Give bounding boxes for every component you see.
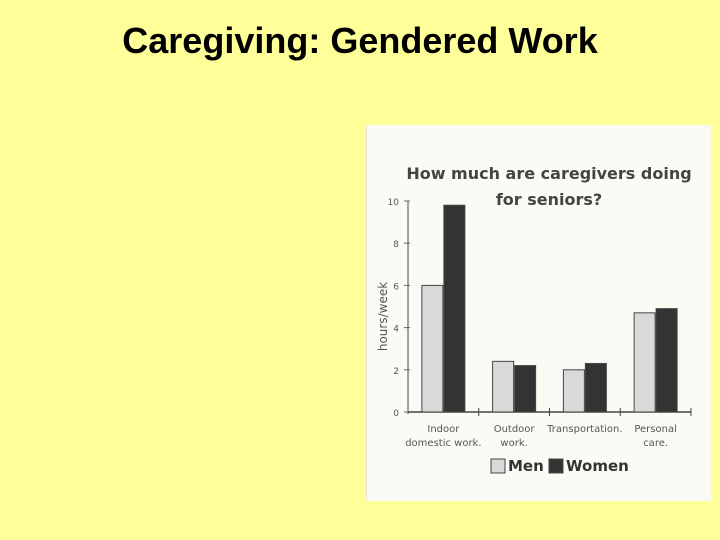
chart-title-line-2: for seniors? (496, 190, 602, 209)
bar-men (562, 369, 585, 413)
legend-swatch-women (548, 458, 564, 474)
x-category-label: Indoor (427, 424, 460, 435)
bar-chart: How much are caregivers doing for senior… (376, 164, 692, 475)
chart-body: 0 2 4 6 8 10 hours/week Indoor domestic work. Out… (376, 198, 692, 475)
bar-women (514, 365, 537, 413)
chart-title-line-1: How much are caregivers doing (406, 164, 691, 183)
bar-women (655, 308, 678, 413)
x-category-label: care. (643, 438, 668, 449)
y-tick-label: 6 (393, 282, 399, 292)
chart-figure: How much are caregivers doing for senior… (366, 125, 711, 501)
y-tick-label: 8 (393, 240, 399, 250)
x-category-label: Personal (634, 424, 677, 435)
y-tick-label: 10 (388, 198, 400, 208)
x-category-label: domestic work. (405, 438, 481, 449)
x-category-label: Outdoor (494, 424, 536, 435)
legend-label-women: Women (566, 457, 629, 475)
y-axis-label: hours/week (376, 282, 390, 351)
bar-women (443, 204, 466, 413)
x-category-label: work. (500, 438, 527, 449)
bar-men (492, 360, 515, 413)
x-category-label: Transportation. (546, 424, 622, 435)
bar-women (584, 362, 607, 413)
legend-swatch-men (490, 458, 506, 474)
y-tick-label: 4 (393, 325, 399, 335)
legend-label-men: Men (508, 457, 544, 475)
bar-men (633, 312, 656, 413)
y-tick-label: 0 (393, 409, 399, 419)
y-tick-label: 2 (393, 367, 399, 377)
slide-title: Caregiving: Gendered Work (122, 20, 598, 61)
bar-men (421, 284, 444, 413)
